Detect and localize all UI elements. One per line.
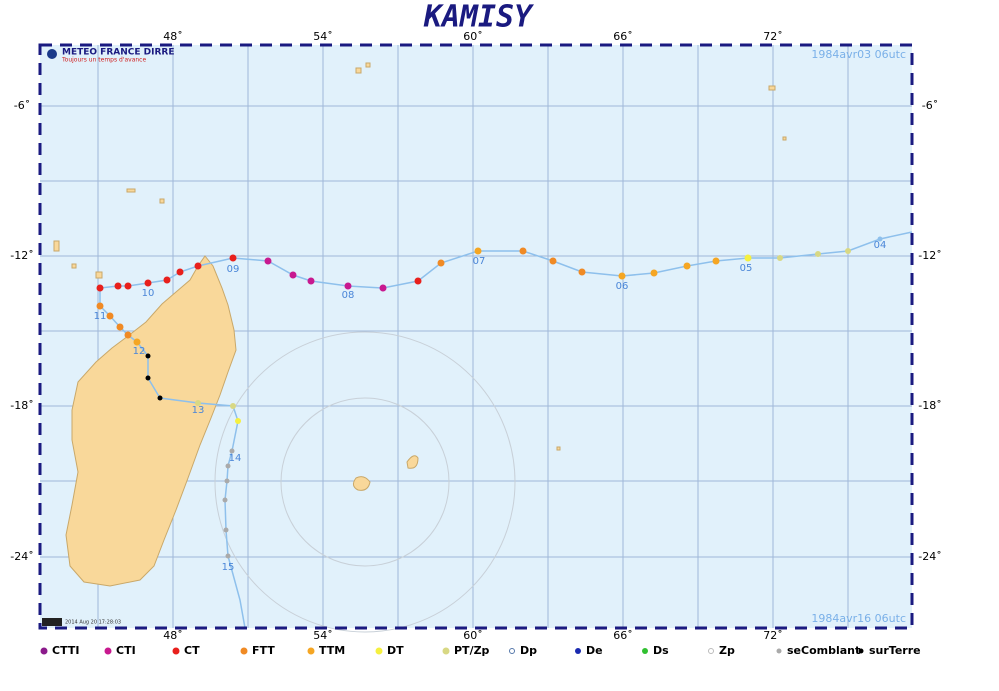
legend-label: CTTI [52, 644, 79, 657]
title: KAMISY [423, 0, 534, 35]
lon-label: 60˚ [463, 629, 483, 642]
legend-label: surTerre [869, 644, 921, 657]
legend-label: TTM [319, 644, 345, 657]
legend-label: FTT [252, 644, 275, 657]
legend-label: CTI [116, 644, 136, 657]
legend: CTTI CTI CT FTT TTM DT PT/Zp Dp De Ds Zp… [40, 644, 921, 657]
lat-labels: -6˚ -12˚ -18˚ -24˚ -6˚ -12˚ -18˚ -24˚ [10, 99, 941, 563]
lat-label: -18˚ [10, 399, 33, 412]
land [53, 62, 787, 587]
legend-label: seComblant [787, 644, 860, 657]
day-label: 11 [94, 311, 107, 322]
day-label: 14 [229, 453, 242, 464]
lon-labels: 48˚ 54˚ 60˚ 66˚ 72˚ 48˚ 54˚ 60˚ 66˚ 72˚ [163, 30, 783, 642]
day-label: 05 [740, 263, 753, 274]
lon-label: 66˚ [613, 629, 633, 642]
legend-label: PT/Zp [454, 644, 490, 657]
lon-label: 54˚ [313, 629, 333, 642]
graticule [40, 45, 912, 628]
legend-label: De [586, 644, 603, 657]
map-frame [38, 43, 914, 630]
lat-label: -18˚ [918, 399, 941, 412]
day-label: 06 [616, 281, 629, 292]
day-label: 10 [142, 288, 155, 299]
lon-label: 60˚ [463, 30, 483, 43]
day-label: 08 [342, 290, 355, 301]
tagline: Toujours un temps d'avance [61, 57, 146, 64]
lat-label: -12˚ [918, 249, 941, 262]
footer: 2014 Aug 20 17:28:03 [65, 620, 121, 626]
end-date: 1984avr16 06utc [811, 612, 906, 625]
day-labels: 04 05 06 07 08 09 10 11 12 13 14 15 [94, 240, 887, 573]
day-label: 07 [473, 256, 486, 267]
lat-label: -24˚ [918, 550, 941, 563]
day-label: 12 [133, 346, 146, 357]
lon-label: 48˚ [163, 30, 183, 43]
footer-badge [42, 618, 62, 626]
lat-label: -6˚ [922, 99, 938, 112]
lon-label: 72˚ [763, 629, 783, 642]
lat-label: -6˚ [14, 99, 30, 112]
lon-label: 72˚ [763, 30, 783, 43]
range-circles [214, 331, 516, 633]
lon-label: 54˚ [313, 30, 333, 43]
lon-label: 48˚ [163, 629, 183, 642]
legend-label: Zp [719, 644, 735, 657]
legend-label: CT [184, 644, 200, 657]
legend-label: DT [387, 644, 404, 657]
lat-label: -12˚ [10, 249, 33, 262]
day-label: 09 [227, 264, 240, 275]
logo: METEO FRANCE DIRRE Toujours un temps d'a… [47, 48, 174, 64]
day-label: 15 [222, 562, 235, 573]
legend-label: Dp [520, 644, 537, 657]
start-date: 1984avr03 06utc [811, 48, 906, 61]
logo-text: METEO FRANCE DIRRE [62, 48, 174, 58]
legend-label: Ds [653, 644, 669, 657]
day-label: 13 [192, 405, 205, 416]
lat-label: -24˚ [10, 550, 33, 563]
track [96, 231, 913, 629]
day-label: 04 [874, 240, 887, 251]
lon-label: 66˚ [613, 30, 633, 43]
